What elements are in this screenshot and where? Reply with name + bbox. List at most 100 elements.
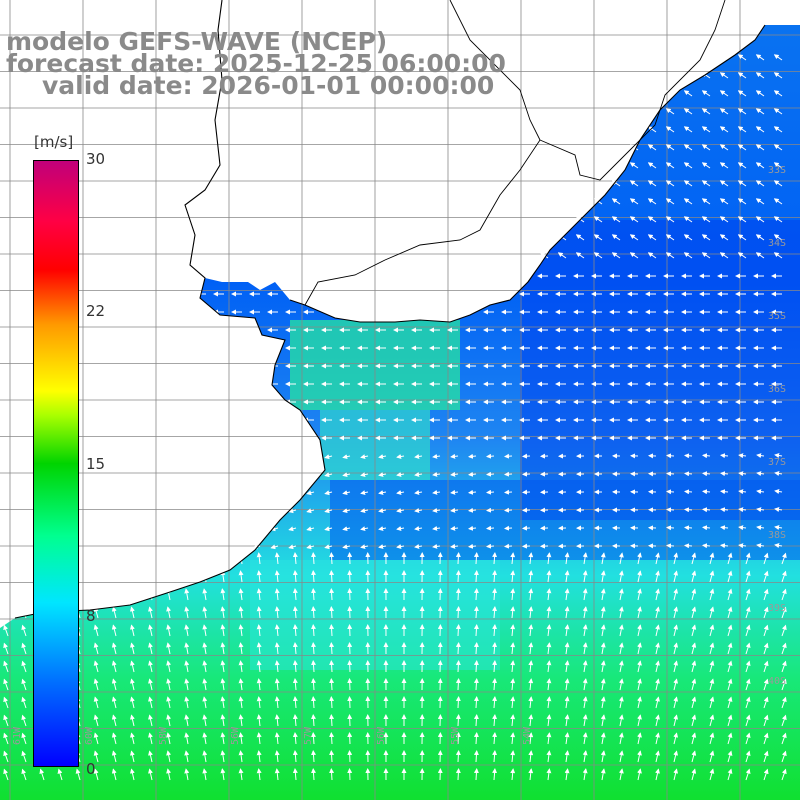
wind-arrow [184, 642, 190, 655]
wind-arrow [618, 570, 624, 583]
wind-arrow [709, 606, 715, 619]
wind-arrow [256, 732, 262, 745]
wind-arrow [691, 642, 697, 655]
lon-label: 57W [303, 726, 314, 745]
wind-arrow [665, 234, 675, 241]
wind-arrow [184, 768, 190, 781]
wind-arrow [691, 678, 697, 691]
wind-arrow [455, 570, 461, 583]
wind-arrow [611, 216, 621, 223]
wind-arrow [486, 453, 495, 459]
wind-arrow [3, 750, 9, 763]
wind-arrow [238, 732, 244, 745]
wind-arrow [184, 660, 190, 673]
wind-arrow [564, 714, 570, 727]
wind-arrow [719, 108, 729, 115]
wind-arrow [600, 750, 606, 763]
wind-arrow [763, 714, 769, 727]
wind-arrow [546, 570, 552, 583]
wind-arrow [673, 696, 679, 709]
coastline [14, 0, 326, 619]
lon-label: 58W [158, 726, 169, 745]
wind-arrow [129, 750, 135, 763]
wind-arrow [256, 660, 262, 673]
wind-arrow [3, 624, 9, 637]
wind-arrow [310, 588, 316, 601]
wind-arrow [111, 660, 117, 673]
wind-arrow [637, 660, 642, 673]
wind-arrow [781, 696, 787, 709]
wind-arrow [129, 660, 135, 673]
lon-label: 60W [84, 726, 95, 745]
wind-arrow [111, 678, 117, 691]
wind-arrow [701, 72, 711, 79]
wind-arrow [600, 588, 606, 601]
lat-label: 40S [768, 676, 787, 687]
wind-arrow [781, 642, 787, 655]
wind-arrow [455, 588, 461, 601]
wind-arrow [781, 588, 787, 601]
wind-arrow [755, 252, 765, 259]
wind-arrow [756, 543, 765, 549]
wind-arrow [220, 588, 226, 601]
wind-arrow [396, 544, 405, 549]
wind-arrow [256, 570, 262, 583]
wind-arrow [738, 453, 747, 459]
wind-arrow [582, 642, 588, 655]
wind-arrow [709, 768, 715, 781]
wind-arrow [637, 588, 642, 601]
wind-arrow [629, 234, 639, 241]
wind-arrow [455, 642, 461, 655]
wind-arrow [510, 750, 516, 763]
wind-arrow [727, 732, 733, 745]
wind-arrow [166, 588, 172, 601]
wind-arrow [665, 162, 675, 169]
wind-arrow [647, 252, 657, 259]
wind-arrow [202, 660, 208, 673]
wind-arrow [683, 108, 693, 115]
wind-arrow [473, 588, 479, 601]
wind-arrow [709, 570, 715, 583]
wind-arrow [745, 696, 751, 709]
wind-arrow [450, 543, 459, 549]
wind-arrow [593, 234, 603, 241]
wind-arrow [600, 732, 606, 745]
wind-arrow [342, 454, 351, 460]
wind-arrow [528, 732, 534, 745]
wind-arrow [773, 54, 783, 61]
wind-arrow [755, 72, 765, 79]
wind-arrow [727, 696, 733, 709]
wind-arrow [600, 696, 606, 709]
wind-arrow [763, 768, 769, 781]
wind-arrow [129, 732, 135, 745]
wind-arrow [683, 162, 693, 169]
wind-arrow [720, 453, 729, 459]
wind-arrow [528, 696, 534, 709]
wind-arrow [673, 678, 679, 691]
wind-arrow [709, 552, 715, 565]
wind-arrow [492, 660, 498, 673]
wind-arrow [129, 606, 135, 619]
wind-arrow [701, 144, 711, 151]
wind-arrow [468, 543, 477, 549]
lat-label: 33S [768, 165, 787, 176]
wind-arrow [329, 678, 335, 691]
wind-arrow [773, 144, 783, 151]
wind-arrow [486, 489, 495, 495]
wind-arrow [564, 660, 570, 673]
wind-arrow [510, 624, 516, 637]
border-inland [449, 0, 541, 141]
wind-arrow [647, 216, 657, 223]
wind-arrow [347, 750, 353, 763]
wind-arrow [396, 490, 405, 495]
wind-arrow [256, 678, 262, 691]
wind-arrow [21, 732, 27, 745]
wind-arrow [745, 678, 751, 691]
wind-arrow [220, 642, 226, 655]
wind-arrow [510, 606, 516, 619]
wind-arrow [673, 642, 679, 655]
wind-arrow [510, 588, 516, 601]
wind-arrow [455, 624, 461, 637]
wind-arrow [745, 588, 751, 601]
wind-arrow [486, 543, 495, 549]
